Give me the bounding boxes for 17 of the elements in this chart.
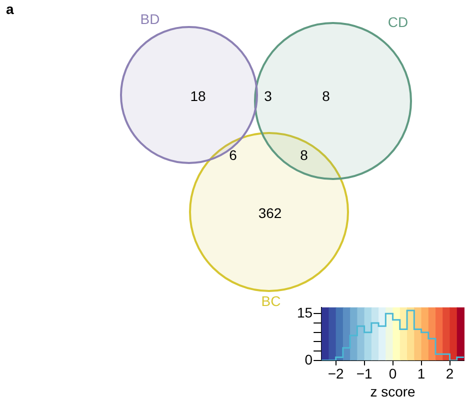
x-tick-label: 2 xyxy=(446,366,454,382)
text: 8 xyxy=(322,88,330,104)
text: a xyxy=(6,0,14,17)
text: 18 xyxy=(190,88,206,104)
text: 362 xyxy=(258,204,282,221)
x-tick-label: 1 xyxy=(417,366,426,382)
legend-label: BD xyxy=(140,10,160,27)
x-axis-title: z score xyxy=(370,383,416,400)
legend-label: CD xyxy=(388,14,408,30)
text: 3 xyxy=(264,88,272,104)
text: 6 xyxy=(229,146,238,163)
x-tick-label: −2 xyxy=(328,366,344,382)
x-tick-label: 0 xyxy=(388,366,397,382)
legend-label: BC xyxy=(261,292,281,309)
text: 8 xyxy=(300,146,308,163)
x-tick-label: −1 xyxy=(356,366,372,382)
y-tick-label: 15 xyxy=(296,304,313,320)
